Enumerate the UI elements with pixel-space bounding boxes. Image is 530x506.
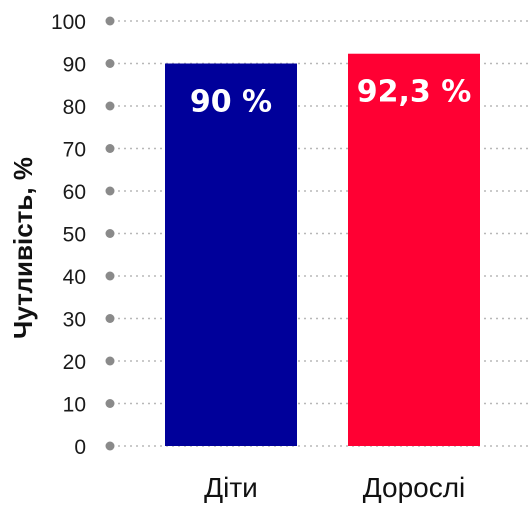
tick-dot [105,441,115,451]
category-label: Дорослі [363,472,466,503]
y-axis-ticks: 0 10 20 30 40 50 60 70 80 90 100 [51,11,115,459]
tick-dot [105,229,115,238]
data-labels: 90 % 92,3 % [190,75,471,120]
tick-dot [105,314,115,323]
y-tick-label: 70 [63,139,86,162]
category-label: Діти [204,472,258,503]
bar [165,63,297,446]
y-tick-label: 80 [63,96,86,119]
y-tick-label: 30 [63,309,86,332]
bars [165,53,480,446]
y-tick-label: 40 [63,266,86,289]
bar-value-label: 90 % [190,85,272,120]
y-tick-label: 90 [63,54,86,77]
y-tick-label: 60 [63,181,86,204]
tick-dot [105,59,115,68]
y-tick-label: 50 [63,224,86,247]
y-axis-title: Чутливість, % [8,157,38,339]
tick-dot [105,101,115,111]
tick-dot [105,144,115,153]
tick-dot [105,16,115,26]
y-tick-label: 0 [74,436,86,459]
y-tick-label: 100 [51,11,86,34]
tick-dot [105,399,115,408]
tick-dot [105,271,115,281]
tick-dot [105,356,115,366]
bar-value-label: 92,3 % [357,75,472,110]
y-tick-label: 10 [63,394,86,417]
x-axis-categories: Діти Дорослі [204,472,465,503]
y-tick-label: 20 [63,351,86,374]
bar [348,53,480,446]
tick-dot [105,186,115,196]
